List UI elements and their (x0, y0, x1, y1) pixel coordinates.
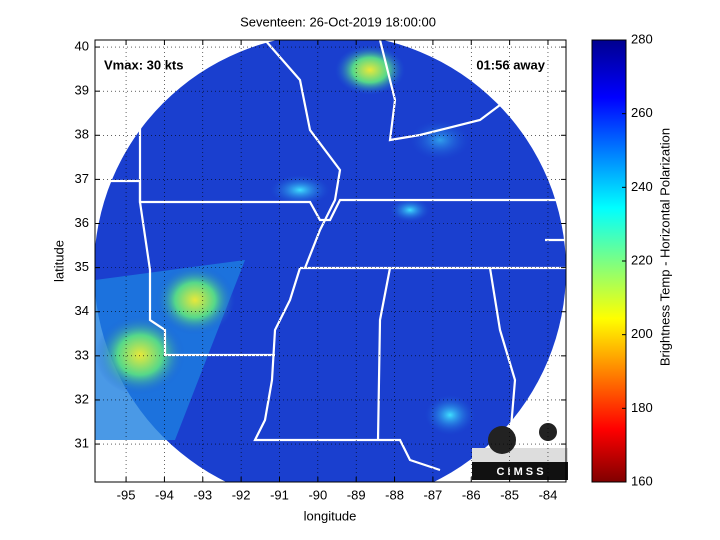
y-tick-label: 39 (75, 83, 89, 98)
colorbar-tick-label: 180 (631, 400, 653, 415)
y-axis-label: latitude (51, 240, 66, 282)
y-tick-label: 32 (75, 391, 89, 406)
colorbar-tick-label: 260 (631, 105, 653, 120)
warm-region (410, 120, 470, 160)
x-tick-label: -89 (347, 487, 366, 502)
warm-region (270, 175, 330, 205)
x-tick-label: -95 (117, 487, 136, 502)
y-tick-label: 38 (75, 127, 89, 142)
y-tick-label: 31 (75, 436, 89, 451)
x-tick-label: -85 (500, 487, 519, 502)
x-tick-label: -88 (385, 487, 404, 502)
warm-region (335, 45, 405, 95)
logo-dish (488, 426, 516, 454)
warm-region (95, 315, 185, 395)
x-tick-label: -94 (155, 487, 174, 502)
x-tick-label: -93 (193, 487, 212, 502)
annotation: 01:56 away (476, 57, 545, 72)
x-tick-label: -90 (308, 487, 327, 502)
x-tick-label: -84 (539, 487, 558, 502)
colorbar-tick-label: 220 (631, 252, 653, 267)
chart-title: Seventeen: 26-Oct-2019 18:00:00 (240, 14, 436, 29)
colorbar-tick-label: 240 (631, 179, 653, 194)
colorbar-label: Brightness Temp - Horizontal Polarizatio… (657, 128, 672, 366)
x-tick-label: -87 (424, 487, 443, 502)
plot-frame (94, 39, 567, 483)
colorbar (591, 39, 627, 483)
warm-region (390, 198, 430, 222)
warm-region (155, 265, 235, 335)
x-axis-label: longitude (304, 508, 357, 523)
warm-region (425, 395, 475, 435)
x-tick-label: -91 (270, 487, 289, 502)
logo-band (472, 462, 568, 480)
x-tick-label: -86 (462, 487, 481, 502)
y-tick-label: 34 (75, 303, 89, 318)
swath (95, 40, 566, 482)
y-tick-label: 40 (75, 38, 89, 53)
colorbar-tick-label: 280 (631, 31, 653, 46)
logo: C I M S S (472, 423, 568, 480)
y-tick-label: 36 (75, 215, 89, 230)
y-tick-label: 37 (75, 171, 89, 186)
y-tick-label: 35 (75, 259, 89, 274)
y-tick-label: 33 (75, 347, 89, 362)
colorbar-tick-label: 200 (631, 326, 653, 341)
colorbar-tick-label: 160 (631, 473, 653, 488)
annotation: Vmax: 30 kts (104, 57, 184, 72)
logo-text: C I M S S (496, 466, 543, 478)
x-tick-label: -92 (232, 487, 251, 502)
